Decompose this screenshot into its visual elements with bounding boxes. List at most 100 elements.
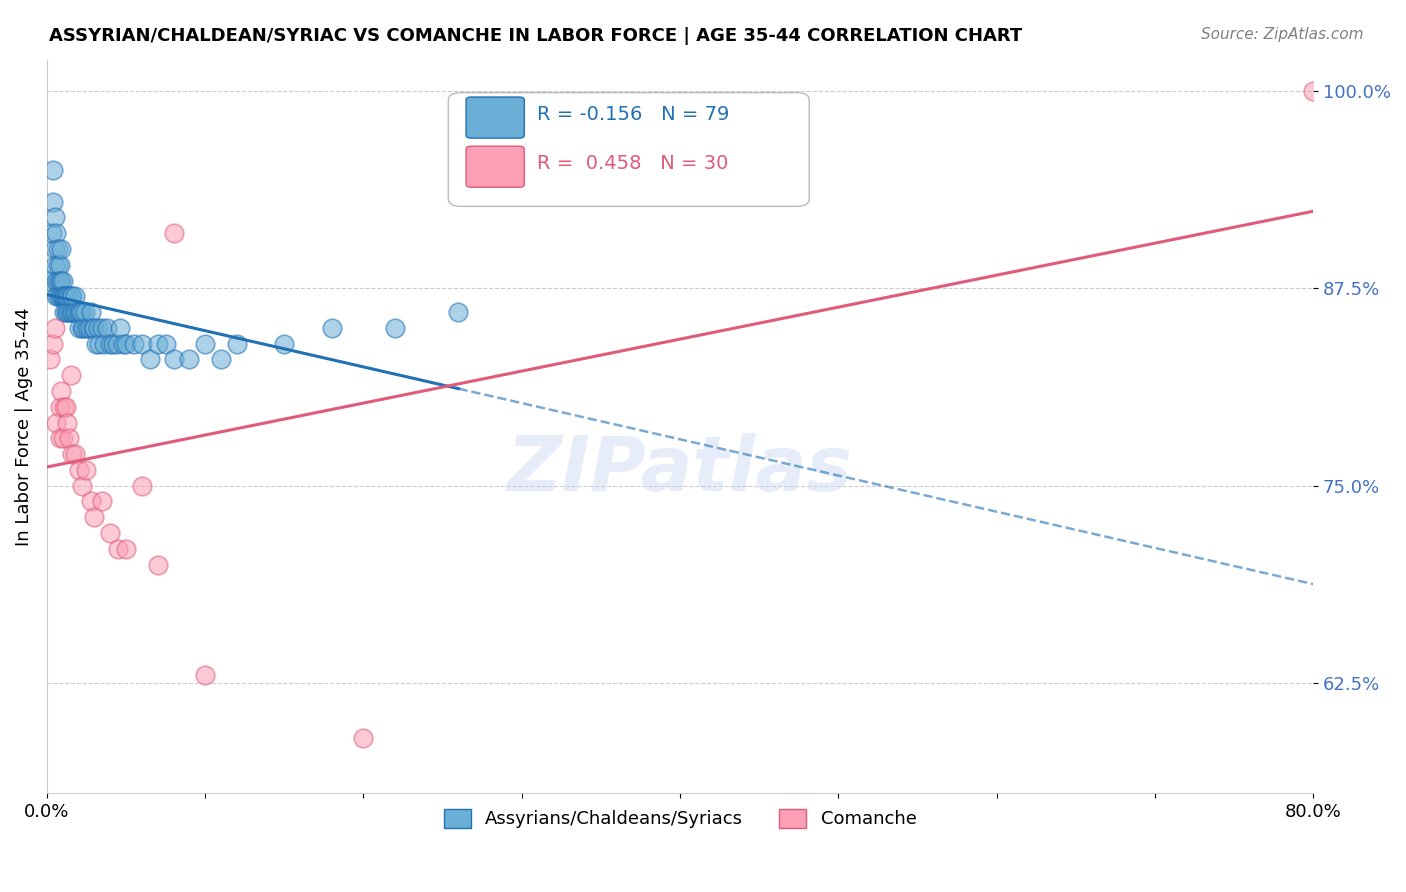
Point xyxy=(55,305,77,319)
Point xyxy=(65,447,87,461)
Point xyxy=(49,242,72,256)
Point xyxy=(48,400,70,414)
Point xyxy=(48,258,70,272)
Point xyxy=(49,289,72,303)
Point xyxy=(44,321,66,335)
Point xyxy=(353,731,375,745)
Point xyxy=(46,289,69,303)
Point xyxy=(321,321,343,335)
Point xyxy=(44,211,66,225)
Point xyxy=(45,273,67,287)
Point xyxy=(55,289,77,303)
Point xyxy=(72,321,94,335)
Point xyxy=(66,305,89,319)
Point xyxy=(41,226,63,240)
Point xyxy=(45,416,67,430)
Point xyxy=(59,289,82,303)
Point xyxy=(115,541,138,556)
Point xyxy=(122,336,145,351)
Point xyxy=(162,226,184,240)
Point xyxy=(86,321,108,335)
Point xyxy=(84,336,107,351)
Point xyxy=(67,321,90,335)
Text: ASSYRIAN/CHALDEAN/SYRIAC VS COMANCHE IN LABOR FORCE | AGE 35-44 CORRELATION CHAR: ASSYRIAN/CHALDEAN/SYRIAC VS COMANCHE IN … xyxy=(49,27,1022,45)
Point xyxy=(70,321,93,335)
Point xyxy=(91,321,114,335)
Point xyxy=(49,273,72,287)
Point xyxy=(75,463,97,477)
Point xyxy=(146,336,169,351)
Y-axis label: In Labor Force | Age 35-44: In Labor Force | Age 35-44 xyxy=(15,307,32,546)
Text: Source: ZipAtlas.com: Source: ZipAtlas.com xyxy=(1201,27,1364,42)
Point xyxy=(53,400,76,414)
Point xyxy=(55,289,77,303)
Point xyxy=(108,321,131,335)
Point xyxy=(80,494,103,508)
Point xyxy=(89,336,111,351)
Point xyxy=(46,242,69,256)
Point xyxy=(65,305,87,319)
Point xyxy=(79,321,101,335)
Point xyxy=(58,305,80,319)
Text: R = -0.156   N = 79: R = -0.156 N = 79 xyxy=(537,105,730,124)
Point xyxy=(52,431,75,445)
Text: ZIPatlas: ZIPatlas xyxy=(508,434,853,508)
Point xyxy=(98,336,121,351)
Point xyxy=(273,336,295,351)
Point xyxy=(75,321,97,335)
Point xyxy=(55,400,77,414)
Point xyxy=(194,668,217,682)
Point xyxy=(77,321,100,335)
FancyBboxPatch shape xyxy=(449,93,810,206)
Point xyxy=(82,321,104,335)
Point xyxy=(131,336,153,351)
Point xyxy=(96,321,118,335)
Point xyxy=(52,289,75,303)
Point xyxy=(48,431,70,445)
Point xyxy=(83,510,105,524)
FancyBboxPatch shape xyxy=(465,97,524,138)
Point xyxy=(59,368,82,383)
Point xyxy=(83,321,105,335)
Point xyxy=(225,336,247,351)
Point xyxy=(44,242,66,256)
Point xyxy=(384,321,406,335)
Point xyxy=(52,273,75,287)
Point xyxy=(65,289,87,303)
Point xyxy=(58,431,80,445)
Point xyxy=(53,289,76,303)
Point xyxy=(1302,84,1324,98)
Point xyxy=(56,305,79,319)
Point xyxy=(62,305,84,319)
Point xyxy=(48,289,70,303)
Point xyxy=(52,289,75,303)
Point xyxy=(194,336,217,351)
Point xyxy=(179,352,201,367)
Point xyxy=(60,447,83,461)
Point xyxy=(39,352,62,367)
Point xyxy=(447,305,470,319)
Point xyxy=(42,163,65,178)
Point xyxy=(111,336,134,351)
Point xyxy=(39,273,62,287)
Point xyxy=(155,336,177,351)
Point xyxy=(60,289,83,303)
Point xyxy=(56,289,79,303)
Point xyxy=(103,336,125,351)
Point xyxy=(80,305,103,319)
Point xyxy=(45,226,67,240)
Point xyxy=(131,478,153,492)
Point xyxy=(46,273,69,287)
Point xyxy=(93,336,115,351)
Point xyxy=(67,463,90,477)
Legend: Assyrians/Chaldeans/Syriacs, Comanche: Assyrians/Chaldeans/Syriacs, Comanche xyxy=(436,802,924,836)
Point xyxy=(56,416,79,430)
Point xyxy=(115,336,138,351)
Point xyxy=(162,352,184,367)
Point xyxy=(107,541,129,556)
Point xyxy=(105,336,128,351)
Point xyxy=(98,526,121,541)
Point xyxy=(53,305,76,319)
Point xyxy=(58,289,80,303)
Point xyxy=(67,305,90,319)
